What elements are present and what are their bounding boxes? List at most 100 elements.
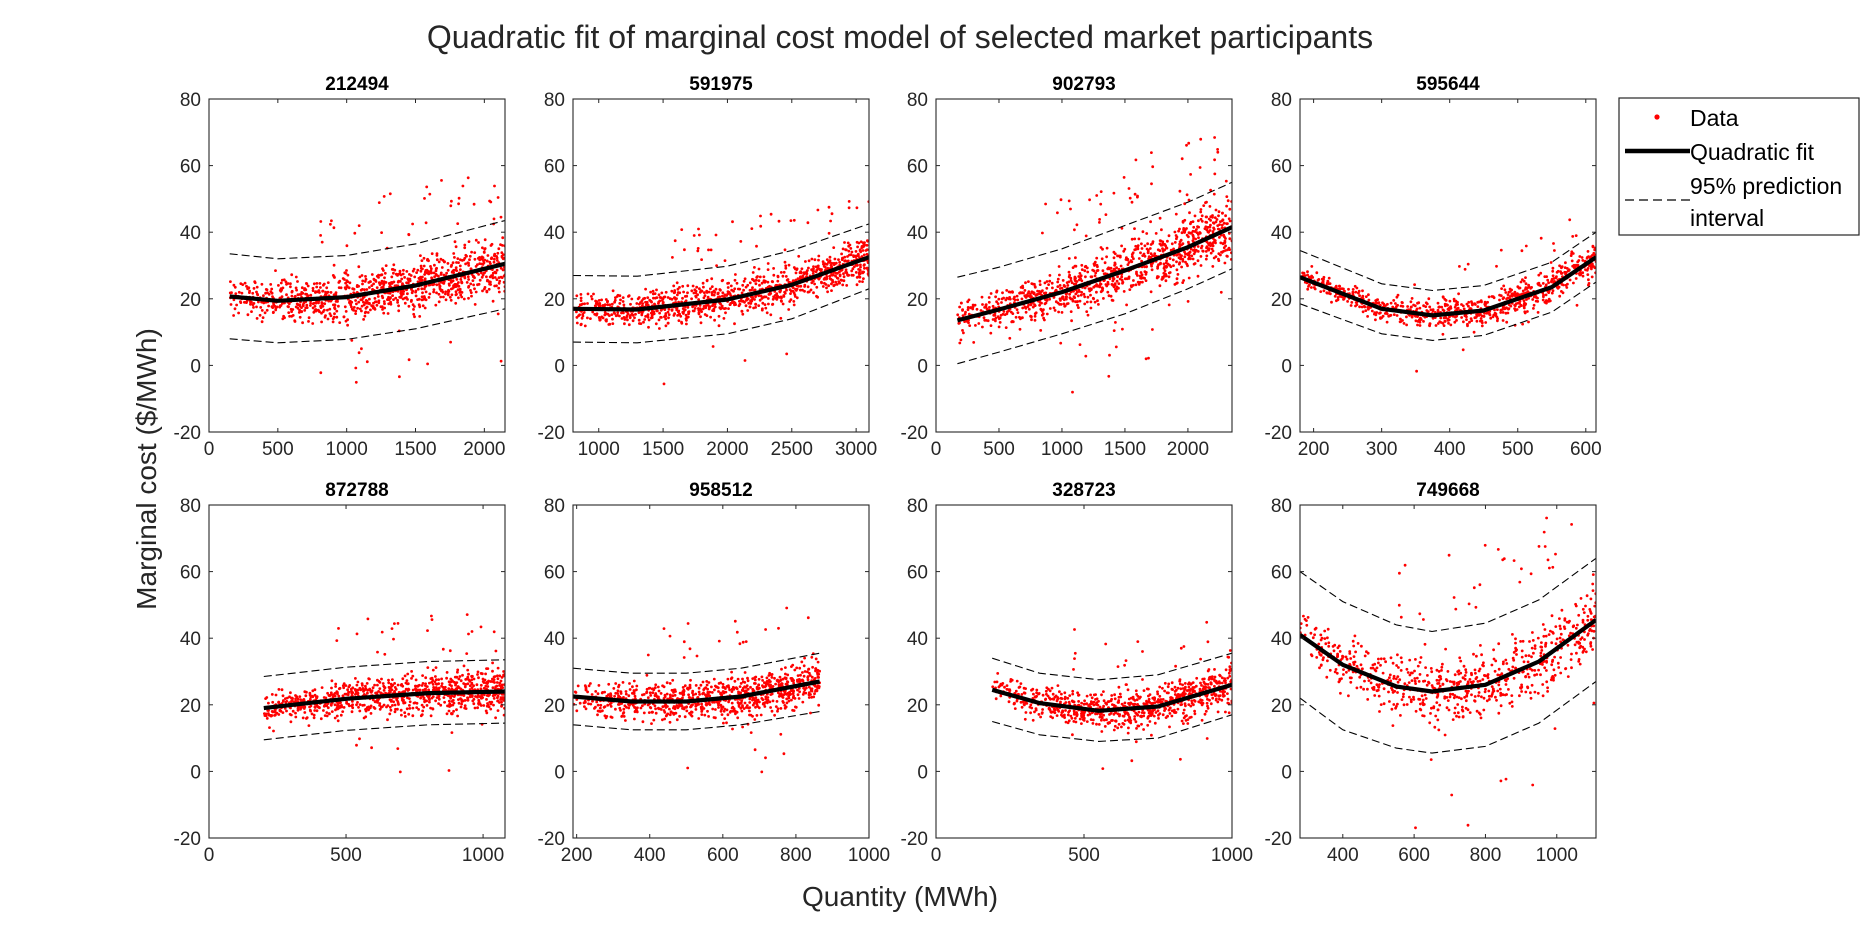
data-point xyxy=(1375,301,1379,305)
data-point xyxy=(374,691,377,695)
data-point xyxy=(406,277,410,281)
data-point xyxy=(1575,303,1579,307)
data-point xyxy=(281,694,285,698)
data-point xyxy=(1028,294,1032,298)
data-point xyxy=(1187,231,1191,235)
y-tick-label: 0 xyxy=(917,356,928,377)
data-point xyxy=(415,271,418,274)
data-point xyxy=(325,286,329,290)
data-point xyxy=(1484,321,1488,324)
data-point xyxy=(492,254,496,257)
data-point xyxy=(1212,227,1216,231)
data-point xyxy=(493,257,496,261)
data-point xyxy=(724,311,727,315)
data-point xyxy=(757,279,761,283)
subplot-title: 591975 xyxy=(689,74,753,95)
data-point xyxy=(1560,266,1563,270)
data-points xyxy=(573,200,869,386)
data-point xyxy=(1027,290,1031,293)
data-point xyxy=(1364,309,1368,312)
y-tick-label: 60 xyxy=(544,157,565,178)
data-point xyxy=(1568,278,1572,282)
data-point xyxy=(459,705,463,709)
data-point xyxy=(1553,249,1556,252)
data-point xyxy=(375,303,379,307)
data-point xyxy=(965,319,969,323)
data-point xyxy=(319,234,322,237)
data-point xyxy=(336,692,339,696)
data-point xyxy=(1483,312,1486,315)
data-point xyxy=(409,300,413,303)
data-point xyxy=(1367,293,1370,297)
data-point xyxy=(707,248,710,252)
data-point xyxy=(1205,200,1208,204)
data-point xyxy=(1213,216,1217,220)
data-point xyxy=(271,710,275,714)
data-point xyxy=(684,299,688,303)
data-point xyxy=(422,298,426,301)
data-point xyxy=(1175,260,1178,264)
data-point xyxy=(295,288,298,292)
data-point xyxy=(1587,255,1590,258)
data-point xyxy=(1310,265,1314,268)
data-point xyxy=(321,304,325,308)
data-point xyxy=(347,704,351,708)
data-point xyxy=(429,267,433,271)
data-point xyxy=(616,313,619,317)
data-point xyxy=(979,309,983,312)
data-point xyxy=(462,258,466,262)
data-point xyxy=(797,254,801,258)
data-point xyxy=(1581,271,1585,275)
data-point xyxy=(255,305,258,309)
data-point xyxy=(362,300,365,304)
data-point xyxy=(351,703,354,707)
data-point xyxy=(644,287,647,291)
data-point xyxy=(1093,284,1097,288)
data-point xyxy=(477,241,480,244)
data-point xyxy=(1167,303,1171,307)
data-point xyxy=(838,274,842,278)
data-point xyxy=(854,271,858,274)
data-point xyxy=(579,299,583,302)
data-point xyxy=(1465,318,1468,321)
data-point xyxy=(437,283,441,286)
data-point xyxy=(464,683,468,686)
data-point xyxy=(384,281,388,284)
data-point xyxy=(396,700,400,703)
data-point xyxy=(1502,284,1506,288)
data-point xyxy=(1211,265,1215,268)
data-point xyxy=(459,278,463,281)
data-point xyxy=(1375,298,1379,302)
data-point xyxy=(378,702,382,705)
data-point xyxy=(622,311,625,315)
data-point xyxy=(806,290,810,294)
data-point xyxy=(232,314,236,317)
data-point xyxy=(1016,298,1020,302)
data-point xyxy=(279,289,283,293)
data-point xyxy=(464,253,468,257)
data-point xyxy=(686,306,690,309)
data-point xyxy=(437,274,440,278)
data-point xyxy=(259,306,263,309)
data-point xyxy=(1523,303,1527,307)
data-point xyxy=(274,306,278,310)
data-point xyxy=(434,686,438,689)
data-point xyxy=(426,362,429,366)
data-point xyxy=(796,277,800,281)
data-point xyxy=(1351,291,1355,294)
data-point xyxy=(685,322,688,326)
data-point xyxy=(365,360,369,364)
data-point xyxy=(366,691,369,695)
data-point xyxy=(698,233,701,237)
data-point xyxy=(959,338,963,342)
data-point xyxy=(1113,283,1117,287)
data-point xyxy=(1128,196,1132,200)
data-point xyxy=(728,292,732,295)
data-point xyxy=(1366,315,1369,318)
data-point xyxy=(390,684,394,688)
data-point xyxy=(703,291,706,295)
data-point xyxy=(1110,283,1114,286)
data-point xyxy=(866,239,869,243)
data-point xyxy=(1469,317,1473,320)
